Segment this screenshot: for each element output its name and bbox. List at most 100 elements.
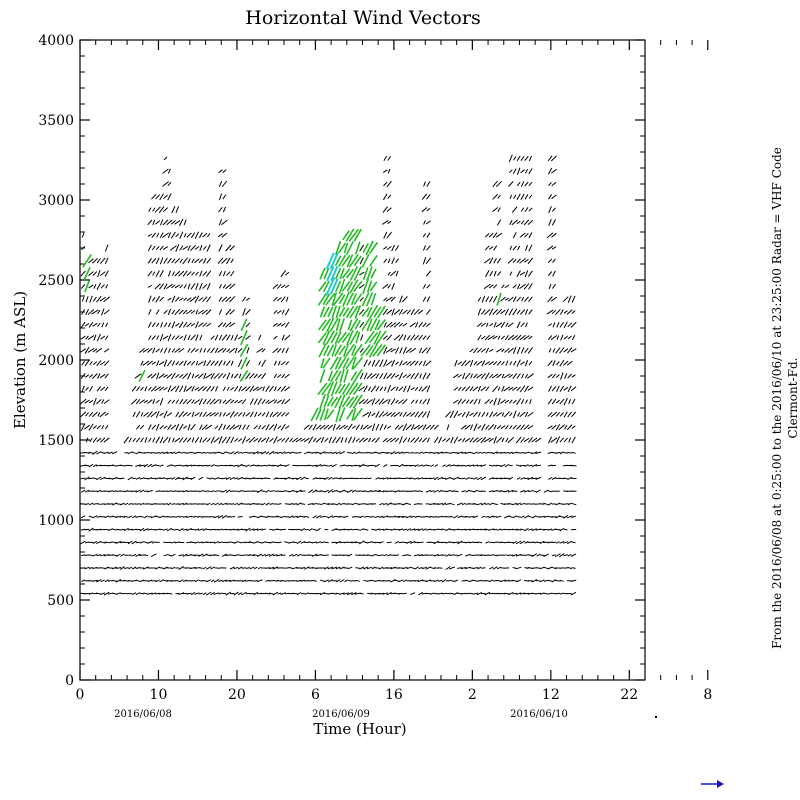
wind-vector [210, 464, 215, 468]
wind-vector [414, 477, 419, 480]
wind-vector [422, 283, 427, 289]
wind-vector [551, 309, 557, 315]
wind-vector [318, 281, 327, 292]
wind-vector [437, 567, 443, 569]
wind-vector [417, 309, 424, 315]
wind-vector [334, 395, 343, 409]
wind-vector [403, 334, 407, 341]
wind-vector [413, 554, 420, 557]
wind-vector [383, 463, 388, 468]
wind-vector [140, 386, 144, 391]
wind-vector [532, 503, 537, 505]
wind-vector [371, 423, 376, 431]
wind-vector [571, 567, 576, 569]
wind-vector [426, 296, 431, 303]
wind-vector [334, 344, 343, 357]
wind-vector [567, 411, 573, 418]
wind-vector [472, 437, 479, 443]
wind-vector [166, 579, 173, 582]
wind-vector [527, 347, 534, 354]
wind-vector [280, 423, 286, 431]
wind-vector [257, 412, 262, 417]
wind-vector [170, 424, 177, 430]
wind-vector [225, 283, 232, 290]
wind-vector [320, 357, 325, 369]
wind-vector [410, 411, 416, 417]
wind-vector [229, 283, 236, 290]
wind-vector [199, 348, 203, 353]
wind-vector [198, 567, 203, 569]
wind-vector [87, 309, 95, 315]
wind-vector [140, 412, 144, 417]
wind-vector [159, 245, 164, 251]
wind-vector [359, 321, 365, 328]
wind-vector [571, 335, 576, 341]
wind-vector [104, 373, 109, 379]
wind-vector [372, 344, 383, 357]
wind-vector [103, 309, 110, 315]
wind-vector [183, 334, 187, 341]
wind-vector [441, 528, 447, 531]
wind-vector [225, 476, 231, 481]
wind-vector [393, 411, 401, 418]
wind-vector [524, 155, 529, 161]
wind-vector [387, 156, 392, 161]
wind-vector [88, 271, 94, 276]
wind-vector [124, 490, 129, 493]
wind-vector [507, 322, 514, 328]
wind-vector [151, 296, 156, 302]
wind-vector [281, 322, 286, 327]
wind-vector [91, 258, 98, 264]
wind-vector [555, 592, 561, 595]
wind-vector [163, 359, 168, 367]
wind-vector [519, 258, 526, 264]
wind-vector [543, 489, 549, 493]
wind-vector [414, 360, 419, 366]
wind-vector [370, 579, 376, 582]
wind-vector [327, 503, 334, 505]
wind-vector [425, 515, 431, 518]
wind-vector [197, 309, 204, 315]
wind-vector [547, 411, 553, 417]
wind-vector [281, 309, 285, 315]
wind-vector [374, 359, 381, 367]
wind-vector [171, 451, 176, 455]
wind-vector [158, 361, 165, 366]
wind-vector [183, 579, 188, 582]
wind-vector [341, 382, 351, 396]
wind-vector [103, 591, 110, 596]
wind-vector [339, 566, 345, 570]
wind-vector [304, 580, 310, 582]
wind-vector [398, 515, 404, 518]
wind-vector [373, 306, 382, 318]
wind-vector [516, 309, 521, 315]
wind-vector [85, 541, 90, 544]
wind-vector [280, 579, 286, 582]
wind-vector [218, 592, 223, 595]
wind-vector [167, 490, 172, 493]
wind-vector [88, 567, 94, 569]
wind-vector [261, 451, 267, 455]
wind-vector [373, 330, 382, 345]
wind-vector [296, 452, 302, 454]
wind-vector [277, 541, 282, 544]
wind-vector [531, 578, 538, 583]
wind-vector [253, 425, 259, 430]
wind-vector [547, 398, 553, 405]
wind-vector [418, 451, 423, 455]
wind-vector [461, 502, 466, 506]
wind-vector [398, 541, 404, 544]
wind-vector [88, 515, 94, 518]
wind-vector [461, 451, 466, 454]
wind-vector [96, 360, 102, 367]
wind-vector [151, 322, 156, 328]
wind-vector [166, 373, 173, 379]
wind-vector [312, 452, 317, 454]
wind-vector [516, 359, 521, 367]
wind-vector [386, 231, 392, 239]
wind-vector [187, 283, 191, 290]
wind-vector [88, 554, 94, 557]
wind-vector [230, 436, 235, 444]
wind-vector [167, 270, 171, 277]
wind-vector [104, 335, 109, 340]
